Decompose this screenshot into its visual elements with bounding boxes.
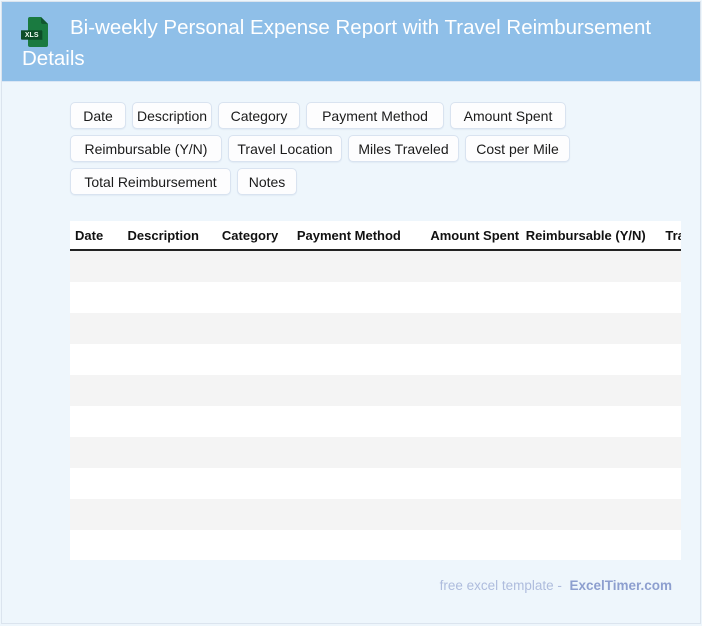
svg-text:XLS: XLS: [25, 32, 39, 39]
